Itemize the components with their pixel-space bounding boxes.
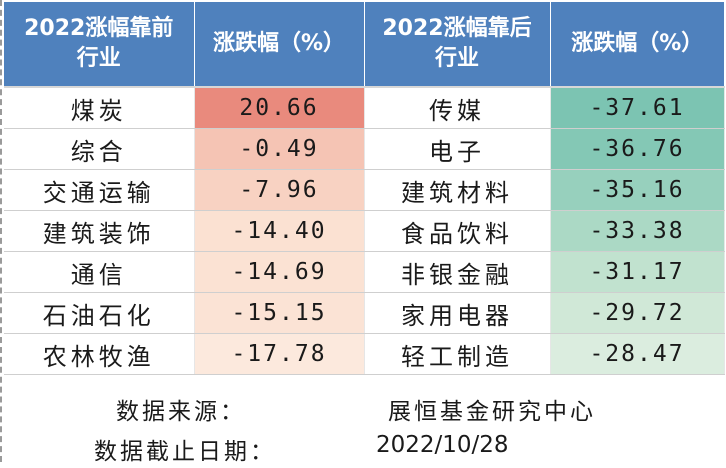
bottom-industry-name: 轻工制造 — [364, 333, 551, 375]
bottom-industry-name: 家用电器 — [364, 292, 551, 334]
source-value: 展恒基金研究中心 — [388, 399, 596, 425]
top-industry-name: 综合 — [4, 128, 195, 170]
bottom-industry-name: 非银金融 — [364, 251, 551, 293]
left-dashed-border — [0, 0, 2, 462]
source-label: 数据来源： — [116, 399, 246, 425]
industry-table: 2022涨幅靠前 行业 涨跌幅（%） 2022涨幅靠后 行业 涨跌幅（%） 煤炭… — [4, 2, 725, 375]
top-industry-change: -14.40 — [194, 210, 365, 252]
bottom-industry-change: -28.47 — [550, 333, 725, 375]
bottom-industry-change: -37.61 — [550, 86, 725, 129]
table-row: 建筑装饰 -14.40 食品饮料 -33.38 — [4, 210, 725, 252]
bottom-industry-change: -31.17 — [550, 251, 725, 293]
header-bottom-change: 涨跌幅（%） — [550, 2, 724, 87]
bottom-industry-change: -33.38 — [550, 210, 725, 252]
top-industry-name: 交通运输 — [4, 169, 195, 211]
top-industry-name: 石油石化 — [4, 292, 195, 334]
footer-source-row: 数据来源： 展恒基金研究中心 — [4, 386, 724, 428]
top-industry-change: -14.69 — [194, 251, 365, 293]
header-bottom-industry: 2022涨幅靠后 行业 — [364, 2, 551, 87]
bottom-industry-name: 建筑材料 — [364, 169, 551, 211]
bottom-industry-name: 电子 — [364, 128, 551, 170]
top-industry-name: 农林牧渔 — [4, 333, 195, 375]
header-top-industry-line2: 行业 — [76, 46, 121, 71]
bottom-industry-change: -36.76 — [550, 128, 725, 170]
table-header-row: 2022涨幅靠前 行业 涨跌幅（%） 2022涨幅靠后 行业 涨跌幅（%） — [4, 2, 724, 87]
top-industry-change: 20.66 — [194, 86, 365, 129]
table-body: 煤炭 20.66 传媒 -37.61 综合 -0.49 电子 -36.76 交通运输 -7.96 建… — [4, 86, 725, 375]
header-bottom-industry-line1: 2022涨幅靠后 — [382, 16, 532, 41]
top-industry-name: 煤炭 — [4, 86, 195, 129]
top-industry-change: -15.15 — [194, 292, 365, 334]
header-top-industry: 2022涨幅靠前 行业 — [4, 2, 195, 87]
top-industry-name: 建筑装饰 — [4, 210, 195, 252]
date-value: 2022/10/28 — [376, 432, 509, 458]
top-industry-change: -17.78 — [194, 333, 365, 375]
bottom-industry-change: -35.16 — [550, 169, 725, 211]
bottom-industry-change: -29.72 — [550, 292, 725, 334]
bottom-industry-name: 传媒 — [364, 86, 551, 129]
footer-date-row: 数据截止日期： 2022/10/28 — [4, 426, 724, 468]
date-label: 数据截止日期： — [94, 439, 276, 465]
table-row: 综合 -0.49 电子 -36.76 — [4, 128, 725, 170]
table-row: 煤炭 20.66 传媒 -37.61 — [4, 86, 725, 129]
table-row: 交通运输 -7.96 建筑材料 -35.16 — [4, 169, 725, 211]
header-top-industry-line1: 2022涨幅靠前 — [24, 16, 174, 41]
top-industry-change: -7.96 — [194, 169, 365, 211]
top-industry-change: -0.49 — [194, 128, 365, 170]
table-row: 农林牧渔 -17.78 轻工制造 -28.47 — [4, 333, 725, 375]
top-industry-name: 通信 — [4, 251, 195, 293]
header-top-change: 涨跌幅（%） — [194, 2, 365, 87]
bottom-industry-name: 食品饮料 — [364, 210, 551, 252]
header-bottom-industry-line2: 行业 — [434, 46, 479, 71]
table-row: 通信 -14.69 非银金融 -31.17 — [4, 251, 725, 293]
table-row: 石油石化 -15.15 家用电器 -29.72 — [4, 292, 725, 334]
